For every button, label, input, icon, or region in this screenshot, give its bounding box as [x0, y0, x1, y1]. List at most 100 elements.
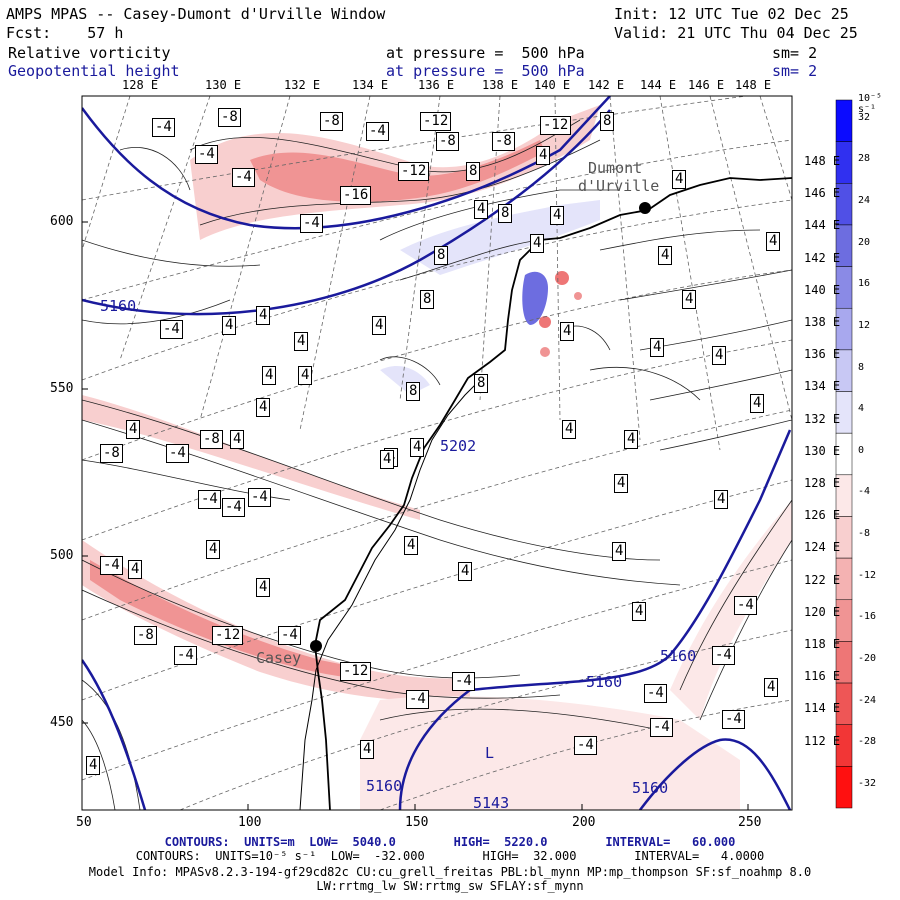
vorticity-contour-label: 4	[750, 394, 765, 413]
footer-vorticity-contours: CONTOURS: UNITS=10⁻⁵ s⁻¹ LOW= -32.000 HI…	[135, 849, 765, 863]
vorticity-contour-label: 4	[262, 366, 277, 385]
valid-time: Valid: 21 UTC Thu 04 Dec 25	[614, 24, 858, 42]
vorticity-contour-label: -4	[712, 646, 735, 665]
colorbar-tick-label: 28	[858, 153, 871, 165]
vorticity-contour-label: 8	[420, 290, 435, 309]
neg-vort-band	[82, 540, 470, 702]
vorticity-contour-label: -4	[722, 710, 745, 729]
top-longitude-label: 136 E	[418, 78, 455, 92]
colorbar-tick-label: 12	[858, 319, 871, 331]
x-axis-label: 250	[738, 815, 762, 830]
y-axis-label: 600	[50, 214, 74, 229]
y-axis-label: 450	[50, 715, 74, 730]
neg-vort-broad	[360, 696, 740, 810]
vorticity-contour-label: 4	[86, 756, 101, 775]
right-longitude-label: 124 E	[804, 540, 841, 555]
colorbar	[835, 99, 853, 809]
vorticity-contour-label: 4	[474, 200, 489, 219]
vorticity-contour-label: 4	[458, 562, 473, 581]
colorbar-tick-label: -28	[858, 736, 877, 748]
vorticity-contour-label: -12	[420, 112, 452, 131]
station-label-dumont: Dumont	[588, 159, 643, 177]
map-fields	[82, 96, 792, 810]
pos-vort-core	[522, 271, 548, 325]
map-title: AMPS MPAS -- Casey-Dumont d'Urville Wind…	[6, 5, 386, 23]
station-label-casey: Casey	[256, 649, 302, 667]
right-longitude-label: 140 E	[804, 282, 841, 297]
station-label-durville: d'Urville	[578, 177, 660, 195]
pos-vort-patch	[380, 365, 430, 395]
vorticity-contour-label: 4	[632, 602, 647, 621]
colorbar-tick-label: -4	[858, 486, 871, 498]
colorbar-tick-label: 24	[858, 194, 871, 206]
top-longitude-label: 144 E	[640, 78, 677, 92]
neg-vort-spot	[555, 271, 569, 285]
top-longitude-label: 146 E	[688, 78, 725, 92]
right-longitude-label: 116 E	[804, 669, 841, 684]
right-longitude-label: 122 E	[804, 572, 841, 587]
vorticity-contour-label: 4	[764, 678, 779, 697]
right-longitude-label: 134 E	[804, 379, 841, 394]
vorticity-contour-label: 4	[714, 490, 729, 509]
vorticity-contour-label: -4	[248, 488, 271, 507]
field2-smoothing: sm= 2	[772, 62, 818, 80]
axis-ticks	[81, 221, 749, 810]
low-pressure-letter: L	[485, 744, 495, 762]
vorticity-contour-label: 4	[682, 290, 697, 309]
colorbar-tick-label: -8	[858, 528, 871, 540]
footer-model-info-2: LW:rrtmg_lw SW:rrtmg_sw SFLAY:sf_mynn	[316, 879, 584, 893]
vorticity-contour-label: -8	[100, 444, 123, 463]
vorticity-contour-label: 4	[614, 474, 629, 493]
field2-level: at pressure = 500 hPa	[386, 62, 585, 80]
vorticity-contour-label: -4	[452, 672, 475, 691]
top-longitude-label: 130 E	[205, 78, 242, 92]
vorticity-contour-label: -8	[200, 430, 223, 449]
colorbar-unit: 10⁻⁵ s⁻¹	[858, 93, 883, 115]
vorticity-contour-label: 4	[126, 420, 141, 439]
vorticity-contour-label: 4	[612, 542, 627, 561]
neg-vort-spot	[539, 316, 551, 328]
vorticity-contour-label: -4	[278, 626, 301, 645]
vorticity-contour-label: -4	[300, 214, 323, 233]
vorticity-contour-label: -4	[366, 122, 389, 141]
colorbar-tick-label: 8	[858, 361, 865, 373]
vorticity-contour-label: -4	[166, 444, 189, 463]
vorticity-contour-label: 4	[128, 560, 143, 579]
plot-frame	[81, 95, 793, 811]
height-label: 5202	[440, 437, 477, 455]
vorticity-contour-label: -8	[134, 626, 157, 645]
right-longitude-label: 126 E	[804, 508, 841, 523]
vorticity-contour-label: 4	[536, 146, 551, 165]
geopotential-contours	[82, 96, 792, 810]
vorticity-contour-label: 4	[298, 366, 313, 385]
vorticity-contour-label: -12	[398, 162, 430, 181]
field2-name: Geopotential height	[8, 62, 180, 80]
top-longitude-label: 128 E	[122, 78, 159, 92]
init-time: Init: 12 UTC Tue 02 Dec 25	[614, 5, 849, 23]
vorticity-contour-label: 4	[550, 206, 565, 225]
casey-dot	[310, 640, 322, 652]
vorticity-contour-label: 4	[206, 540, 221, 559]
vorticity-contour-label: -16	[340, 186, 372, 205]
vorticity-contour-label: -4	[195, 145, 218, 164]
colorbar-swatch	[835, 766, 853, 809]
vorticity-contour-label: -4	[574, 736, 597, 755]
vorticity-contour-label: 4	[624, 430, 639, 449]
colorbar-swatch	[835, 99, 853, 142]
vorticity-contour-label: -4	[650, 718, 673, 737]
vorticity-contour-label: -12	[540, 116, 572, 135]
vorticity-contour-label: 8	[498, 204, 513, 223]
colorbar-tick-label: 20	[858, 236, 871, 248]
top-longitude-label: 140 E	[534, 78, 571, 92]
vorticity-contour-label: 8	[600, 112, 615, 131]
vorticity-contour-label: 4	[404, 536, 419, 555]
height-label: 5160	[100, 297, 137, 315]
x-axis-label: 50	[76, 815, 92, 830]
colorbar-tick-label: -20	[858, 653, 877, 665]
vorticity-contour-label: -4	[232, 168, 255, 187]
right-longitude-label: 142 E	[804, 250, 841, 265]
low-pressure-value: 5143	[473, 794, 510, 812]
y-axis-label: 550	[50, 381, 74, 396]
vorticity-contour-label: 8	[434, 246, 449, 265]
vorticity-contour-label: -4	[198, 490, 221, 509]
